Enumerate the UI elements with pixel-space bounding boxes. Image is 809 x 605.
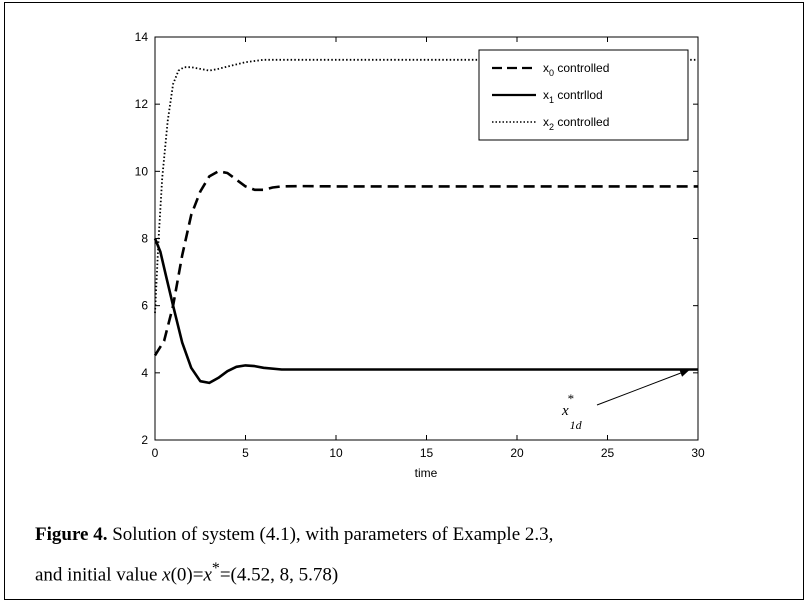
caption-line-2: and initial value x(0)=x*=(4.52, 8, 5.78… bbox=[35, 552, 795, 592]
annotation-arrowhead bbox=[679, 369, 690, 377]
annotation-arrow bbox=[596, 369, 691, 406]
caption-var-x: x bbox=[162, 564, 171, 586]
caption-line-1: Figure 4. Solution of system (4.1), with… bbox=[35, 518, 795, 552]
legend-label-x1: x1 contrllod bbox=[543, 88, 603, 105]
x-tick-label-15: 15 bbox=[420, 446, 434, 460]
x-tick-label-20: 20 bbox=[510, 446, 524, 460]
caption-label: Figure 4. bbox=[35, 524, 108, 545]
y-tick-label-2: 2 bbox=[141, 433, 148, 447]
annotation-x1d: x1d* bbox=[561, 369, 691, 432]
x-tick-label-25: 25 bbox=[601, 446, 615, 460]
axis-ticks: 0 5 10 15 20 25 30 2 4 6 8 10 12 14 bbox=[135, 30, 705, 460]
y-tick-label-6: 6 bbox=[141, 299, 148, 313]
caption-text-2c: =(4.52, 8, 5.78) bbox=[219, 564, 339, 586]
caption-var-xstar: x bbox=[203, 564, 212, 586]
y-tick-label-10: 10 bbox=[135, 164, 149, 178]
y-tick-label-14: 14 bbox=[135, 30, 149, 44]
caption-text-2a: and initial value bbox=[35, 564, 163, 586]
x-tick-label-0: 0 bbox=[152, 446, 159, 460]
series-line-x1 bbox=[153, 238, 698, 385]
legend: x0 controlled x1 contrllod x2 controlled bbox=[478, 49, 689, 141]
series-group bbox=[153, 58, 698, 385]
annotation-label: x1d* bbox=[561, 391, 583, 432]
x-axis-label: time bbox=[415, 466, 438, 480]
y-tick-label-4: 4 bbox=[141, 366, 148, 380]
legend-label-x2: x2 controlled bbox=[543, 115, 609, 132]
figure-frame: 0 5 10 15 20 25 30 2 4 6 8 10 12 14 x0 controlled x1 … bbox=[4, 2, 804, 600]
caption-text-2b: (0)= bbox=[170, 564, 204, 586]
y-tick-label-12: 12 bbox=[135, 97, 149, 111]
y-tick-label-8: 8 bbox=[141, 232, 148, 246]
caption-sup-star: * bbox=[211, 560, 220, 577]
legend-label-x0: x0 controlled bbox=[543, 61, 609, 78]
caption-text-1: Solution of system (4.1), with parameter… bbox=[107, 524, 554, 545]
figure-caption: Figure 4. Solution of system (4.1), with… bbox=[35, 518, 795, 592]
x-tick-label-10: 10 bbox=[329, 446, 343, 460]
x-tick-label-30: 30 bbox=[691, 446, 705, 460]
x-tick-label-5: 5 bbox=[242, 446, 249, 460]
chart: 0 5 10 15 20 25 30 2 4 6 8 10 12 14 x0 controlled x1 … bbox=[135, 30, 705, 480]
series-line-x0 bbox=[153, 170, 698, 357]
